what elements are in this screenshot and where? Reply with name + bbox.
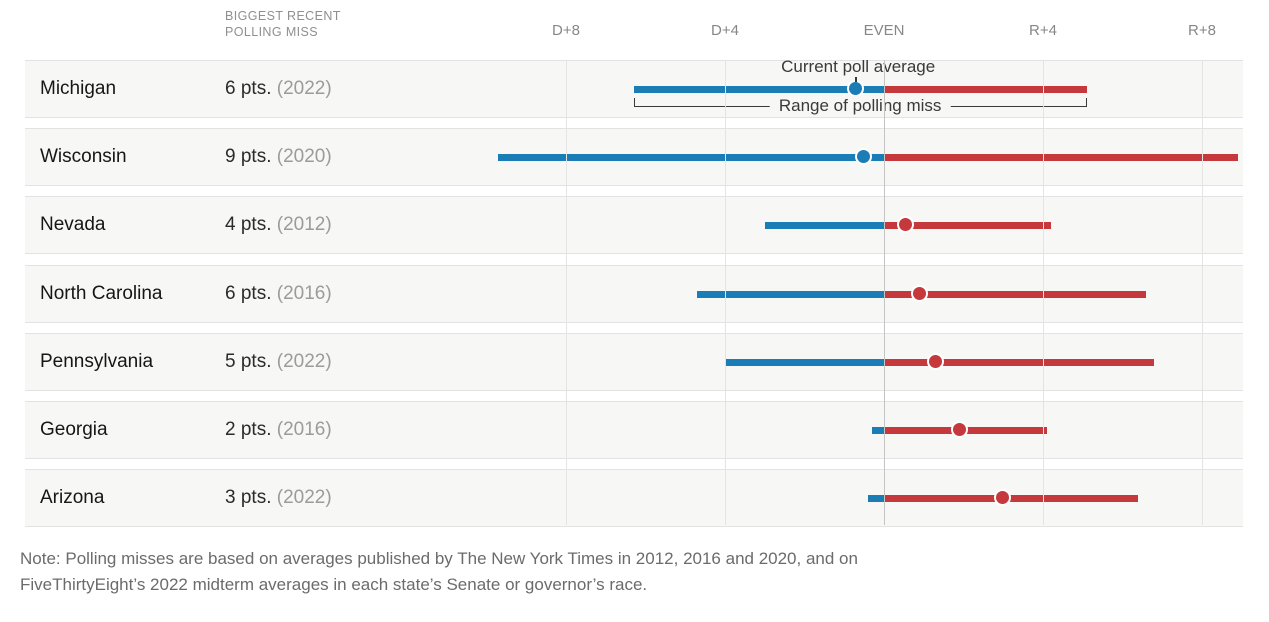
miss-year: (2012) xyxy=(276,214,332,235)
miss-year: (2016) xyxy=(276,283,332,304)
annotation-current-poll-average: Current poll average xyxy=(781,57,936,76)
poll-average-dot xyxy=(847,80,865,97)
range-bar-dem xyxy=(498,154,884,161)
state-label: Wisconsin xyxy=(40,146,127,167)
miss-year: (2022) xyxy=(276,351,332,372)
miss-year: (2022) xyxy=(276,78,332,99)
polling-miss-label: 3 pts. (2022) xyxy=(225,470,332,526)
range-bar-rep xyxy=(884,359,1155,366)
range-bar-rep xyxy=(884,222,1051,229)
miss-value: 9 pts. xyxy=(225,146,277,167)
range-bar-dem xyxy=(868,495,884,502)
axis-tick-label-d+4: D+4 xyxy=(711,22,739,39)
axis-tick-label-r+8: R+8 xyxy=(1188,22,1216,39)
gridline xyxy=(566,60,567,525)
range-bar-dem xyxy=(872,427,884,434)
poll-average-dot xyxy=(926,353,944,370)
miss-year: (2020) xyxy=(276,146,332,167)
miss-value: 2 pts. xyxy=(225,419,277,440)
state-row-wisconsin: Wisconsin 9 pts. (2020) xyxy=(25,128,1243,186)
miss-value: 6 pts. xyxy=(225,78,277,99)
poll-average-dot xyxy=(855,148,873,165)
state-label: Arizona xyxy=(40,487,105,508)
state-row-north-carolina: North Carolina 6 pts. (2016) xyxy=(25,265,1243,323)
range-bar-rep xyxy=(884,86,1087,93)
state-label: Pennsylvania xyxy=(40,351,154,372)
miss-value: 4 pts. xyxy=(225,214,277,235)
range-bar-rep xyxy=(884,154,1238,161)
miss-value: 5 pts. xyxy=(225,351,277,372)
state-row-pennsylvania: Pennsylvania 5 pts. (2022) xyxy=(25,333,1243,391)
state-label: Nevada xyxy=(40,214,106,235)
footnote-line1: Note: Polling misses are based on averag… xyxy=(20,549,858,568)
gridline xyxy=(725,60,726,525)
footnote-line2: FiveThirtyEight’s 2022 midterm averages … xyxy=(20,575,648,594)
miss-value: 6 pts. xyxy=(225,283,277,304)
state-row-nevada: Nevada 4 pts. (2012) xyxy=(25,196,1243,254)
axis-tick-label-even: EVEN xyxy=(863,22,905,39)
miss-year: (2022) xyxy=(276,487,332,508)
annotation-range-label: Range of polling miss xyxy=(769,96,951,116)
axis-tick-label-r+4: R+4 xyxy=(1029,22,1057,39)
state-row-georgia: Georgia 2 pts. (2016) xyxy=(25,401,1243,459)
polling-miss-label: 6 pts. (2016) xyxy=(225,266,332,322)
state-label: Georgia xyxy=(40,419,108,440)
range-bar-dem xyxy=(697,291,884,298)
state-row-arizona: Arizona 3 pts. (2022) xyxy=(25,469,1243,527)
state-label: Michigan xyxy=(40,78,117,99)
poll-average-dot xyxy=(896,216,914,233)
range-bar-dem xyxy=(764,222,884,229)
column-header-line2: POLLING MISS xyxy=(225,25,319,39)
range-bar-rep xyxy=(884,495,1139,502)
column-header-biggest-recent-polling-miss: BIGGEST RECENT POLLING MISS xyxy=(225,8,341,40)
polling-miss-label: 6 pts. (2022) xyxy=(225,61,332,117)
range-bar-dem xyxy=(725,359,884,366)
poll-average-dot xyxy=(950,421,968,438)
polling-miss-label: 2 pts. (2016) xyxy=(225,402,332,458)
footnote: Note: Polling misses are based on averag… xyxy=(20,546,858,598)
poll-average-dot xyxy=(994,489,1012,506)
axis-tick-label-d+8: D+8 xyxy=(552,22,580,39)
column-header-line1: BIGGEST RECENT xyxy=(225,9,341,23)
polling-miss-label: 9 pts. (2020) xyxy=(225,129,332,185)
state-label: North Carolina xyxy=(40,283,163,304)
miss-value: 3 pts. xyxy=(225,487,277,508)
annotation-range-bracket: Range of polling miss xyxy=(633,96,1087,116)
polling-miss-label: 5 pts. (2022) xyxy=(225,334,332,390)
polling-miss-label: 4 pts. (2012) xyxy=(225,197,332,253)
range-bar-rep xyxy=(884,291,1147,298)
gridline xyxy=(1043,60,1044,525)
poll-average-dot xyxy=(910,285,928,302)
range-bar-dem xyxy=(633,86,884,93)
state-row-michigan: Michigan 6 pts. (2022) Current poll averag… xyxy=(25,57,1243,118)
miss-year: (2016) xyxy=(276,419,332,440)
annotation-stem xyxy=(855,77,857,82)
even-gridline xyxy=(884,60,885,525)
gridline xyxy=(1202,60,1203,525)
